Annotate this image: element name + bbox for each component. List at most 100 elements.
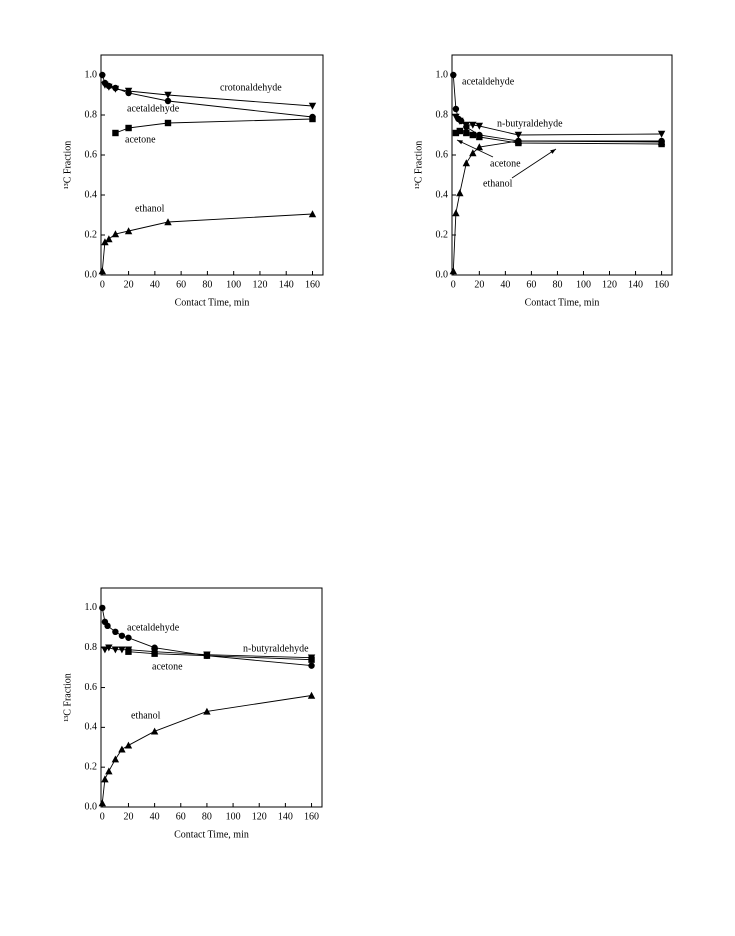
y-tick-label: 0.0 — [85, 801, 98, 812]
y-tick-label: 0.4 — [436, 189, 449, 200]
marker — [514, 131, 523, 139]
marker — [449, 267, 458, 275]
marker — [101, 775, 109, 783]
y-tick-label: 1.0 — [85, 602, 98, 613]
x-tick-label: 120 — [252, 811, 267, 822]
y-tick-label: 0.4 — [85, 722, 98, 733]
marker — [307, 691, 316, 699]
x-tick-label: 100 — [576, 279, 591, 290]
marker — [112, 84, 119, 92]
marker — [452, 105, 460, 113]
series-label: ethanol — [131, 710, 161, 721]
x-tick-label: 80 — [552, 279, 562, 290]
y-axis-label: ¹³C Fraction — [413, 141, 424, 190]
marker — [164, 97, 172, 105]
marker — [308, 210, 317, 218]
marker — [308, 656, 315, 663]
arrow-head — [457, 140, 463, 145]
x-tick-label: 40 — [500, 279, 510, 290]
x-tick-label: 0 — [100, 279, 105, 290]
x-tick-label: 80 — [202, 279, 212, 290]
marker — [164, 91, 172, 99]
series-line — [128, 651, 312, 661]
series-label: acetone — [125, 134, 156, 145]
x-tick-label: 20 — [123, 811, 133, 822]
y-tick-label: 0.2 — [85, 229, 98, 240]
marker — [452, 129, 460, 137]
x-tick-label: 20 — [124, 279, 134, 290]
marker — [105, 82, 113, 90]
series-line — [452, 140, 662, 272]
x-axis-label: Contact Time, min — [175, 297, 250, 308]
series-label: acetaldehyde — [127, 103, 180, 114]
marker — [151, 650, 158, 657]
marker — [105, 644, 113, 652]
marker — [456, 117, 464, 125]
x-tick-label: 100 — [226, 279, 241, 290]
marker — [657, 130, 666, 138]
y-tick-label: 0.6 — [85, 682, 98, 693]
series-label: ethanol — [135, 203, 165, 214]
x-tick-label: 80 — [202, 811, 212, 822]
x-tick-label: 140 — [278, 811, 293, 822]
marker — [111, 755, 120, 763]
marker — [111, 230, 120, 238]
y-tick-label: 0.6 — [85, 149, 98, 160]
marker — [125, 634, 132, 641]
label-arrow — [456, 139, 494, 158]
y-tick-label: 0.6 — [436, 149, 449, 160]
marker — [462, 159, 471, 167]
marker — [104, 622, 111, 630]
marker — [463, 129, 470, 137]
marker — [308, 662, 315, 669]
y-tick-label: 0.8 — [85, 109, 98, 120]
marker — [308, 102, 317, 110]
marker — [99, 604, 106, 612]
marker — [112, 129, 119, 137]
label-arrow — [511, 148, 557, 179]
marker — [475, 143, 484, 151]
marker — [118, 632, 126, 639]
x-tick-label: 60 — [176, 279, 186, 290]
marker — [98, 799, 107, 807]
x-tick-label: 160 — [654, 279, 669, 290]
x-tick-label: 120 — [602, 279, 617, 290]
plot-frame — [451, 54, 673, 276]
marker — [125, 89, 132, 97]
marker — [452, 113, 460, 121]
marker — [452, 209, 460, 217]
marker — [164, 119, 172, 127]
y-tick-label: 0.2 — [436, 229, 449, 240]
marker — [203, 652, 211, 659]
series-label: acetone — [152, 661, 183, 672]
marker — [475, 122, 484, 130]
marker — [124, 227, 133, 235]
marker — [124, 741, 133, 749]
marker — [476, 133, 483, 141]
marker — [118, 646, 126, 654]
marker — [105, 767, 113, 775]
x-tick-label: 140 — [279, 279, 294, 290]
x-tick-label: 160 — [304, 811, 319, 822]
x-tick-label: 160 — [305, 279, 320, 290]
marker — [101, 238, 109, 246]
marker — [99, 71, 106, 79]
series-label: n-butyraldehyde — [497, 118, 563, 129]
marker — [105, 235, 113, 243]
y-axis-label: ¹³C Fraction — [62, 141, 73, 190]
marker — [514, 137, 523, 145]
x-tick-label: 20 — [474, 279, 484, 290]
x-tick-label: 60 — [176, 811, 186, 822]
y-tick-label: 0.4 — [85, 189, 98, 200]
marker — [469, 121, 477, 129]
y-tick-label: 1.0 — [436, 69, 449, 80]
x-tick-label: 40 — [150, 811, 160, 822]
marker — [164, 218, 172, 226]
marker — [125, 124, 132, 132]
series-line — [115, 118, 313, 134]
marker — [101, 646, 109, 654]
x-tick-label: 140 — [628, 279, 643, 290]
y-tick-label: 0.0 — [85, 269, 98, 280]
